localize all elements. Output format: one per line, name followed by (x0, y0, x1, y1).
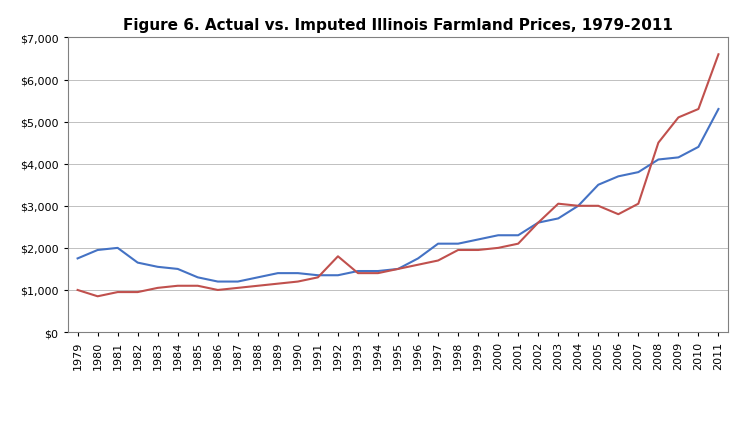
Actual (674, 155, 683, 161)
Actual (654, 158, 663, 163)
Actual (253, 275, 262, 280)
Imputed (93, 294, 102, 299)
Actual (313, 273, 322, 278)
Actual (133, 260, 142, 265)
Line: Actual: Actual (77, 110, 719, 282)
Imputed (193, 284, 202, 289)
Imputed (113, 290, 122, 295)
Imputed (294, 279, 303, 285)
Actual (493, 233, 502, 238)
Actual (93, 248, 102, 253)
Imputed (454, 248, 463, 253)
Actual (213, 279, 222, 285)
Actual (333, 273, 342, 278)
Actual (433, 242, 442, 247)
Imputed (313, 275, 322, 280)
Actual (73, 256, 82, 261)
Imputed (474, 248, 483, 253)
Actual (173, 267, 182, 272)
Imputed (354, 271, 363, 276)
Actual (373, 269, 382, 274)
Actual (534, 221, 543, 226)
Imputed (394, 267, 403, 272)
Imputed (234, 285, 243, 291)
Actual (474, 237, 483, 242)
Actual (574, 204, 583, 209)
Imputed (433, 258, 442, 263)
Actual (553, 216, 562, 222)
Imputed (514, 242, 523, 247)
Actual (514, 233, 523, 238)
Imputed (594, 204, 603, 209)
Actual (153, 265, 162, 270)
Actual (193, 275, 202, 280)
Imputed (534, 221, 543, 226)
Imputed (253, 284, 262, 289)
Actual (594, 183, 603, 188)
Imputed (153, 285, 162, 291)
Imputed (73, 288, 82, 293)
Imputed (553, 201, 562, 207)
Imputed (654, 141, 663, 146)
Actual (294, 271, 303, 276)
Imputed (674, 115, 683, 121)
Actual (634, 170, 643, 175)
Title: Figure 6. Actual vs. Imputed Illinois Farmland Prices, 1979-2011: Figure 6. Actual vs. Imputed Illinois Fa… (123, 18, 673, 33)
Actual (454, 242, 463, 247)
Actual (394, 267, 403, 272)
Imputed (173, 284, 182, 289)
Imputed (373, 271, 382, 276)
Actual (273, 271, 282, 276)
Actual (714, 107, 723, 112)
Line: Imputed: Imputed (77, 55, 719, 296)
Actual (414, 256, 423, 261)
Imputed (694, 107, 703, 112)
Imputed (333, 254, 342, 259)
Actual (614, 174, 623, 179)
Imputed (414, 262, 423, 268)
Imputed (634, 201, 643, 207)
Imputed (714, 52, 723, 58)
Actual (113, 246, 122, 251)
Imputed (133, 290, 142, 295)
Imputed (614, 212, 623, 217)
Actual (354, 269, 363, 274)
Imputed (574, 204, 583, 209)
Actual (694, 145, 703, 150)
Actual (234, 279, 243, 285)
Imputed (273, 282, 282, 287)
Imputed (213, 288, 222, 293)
Imputed (493, 246, 502, 251)
